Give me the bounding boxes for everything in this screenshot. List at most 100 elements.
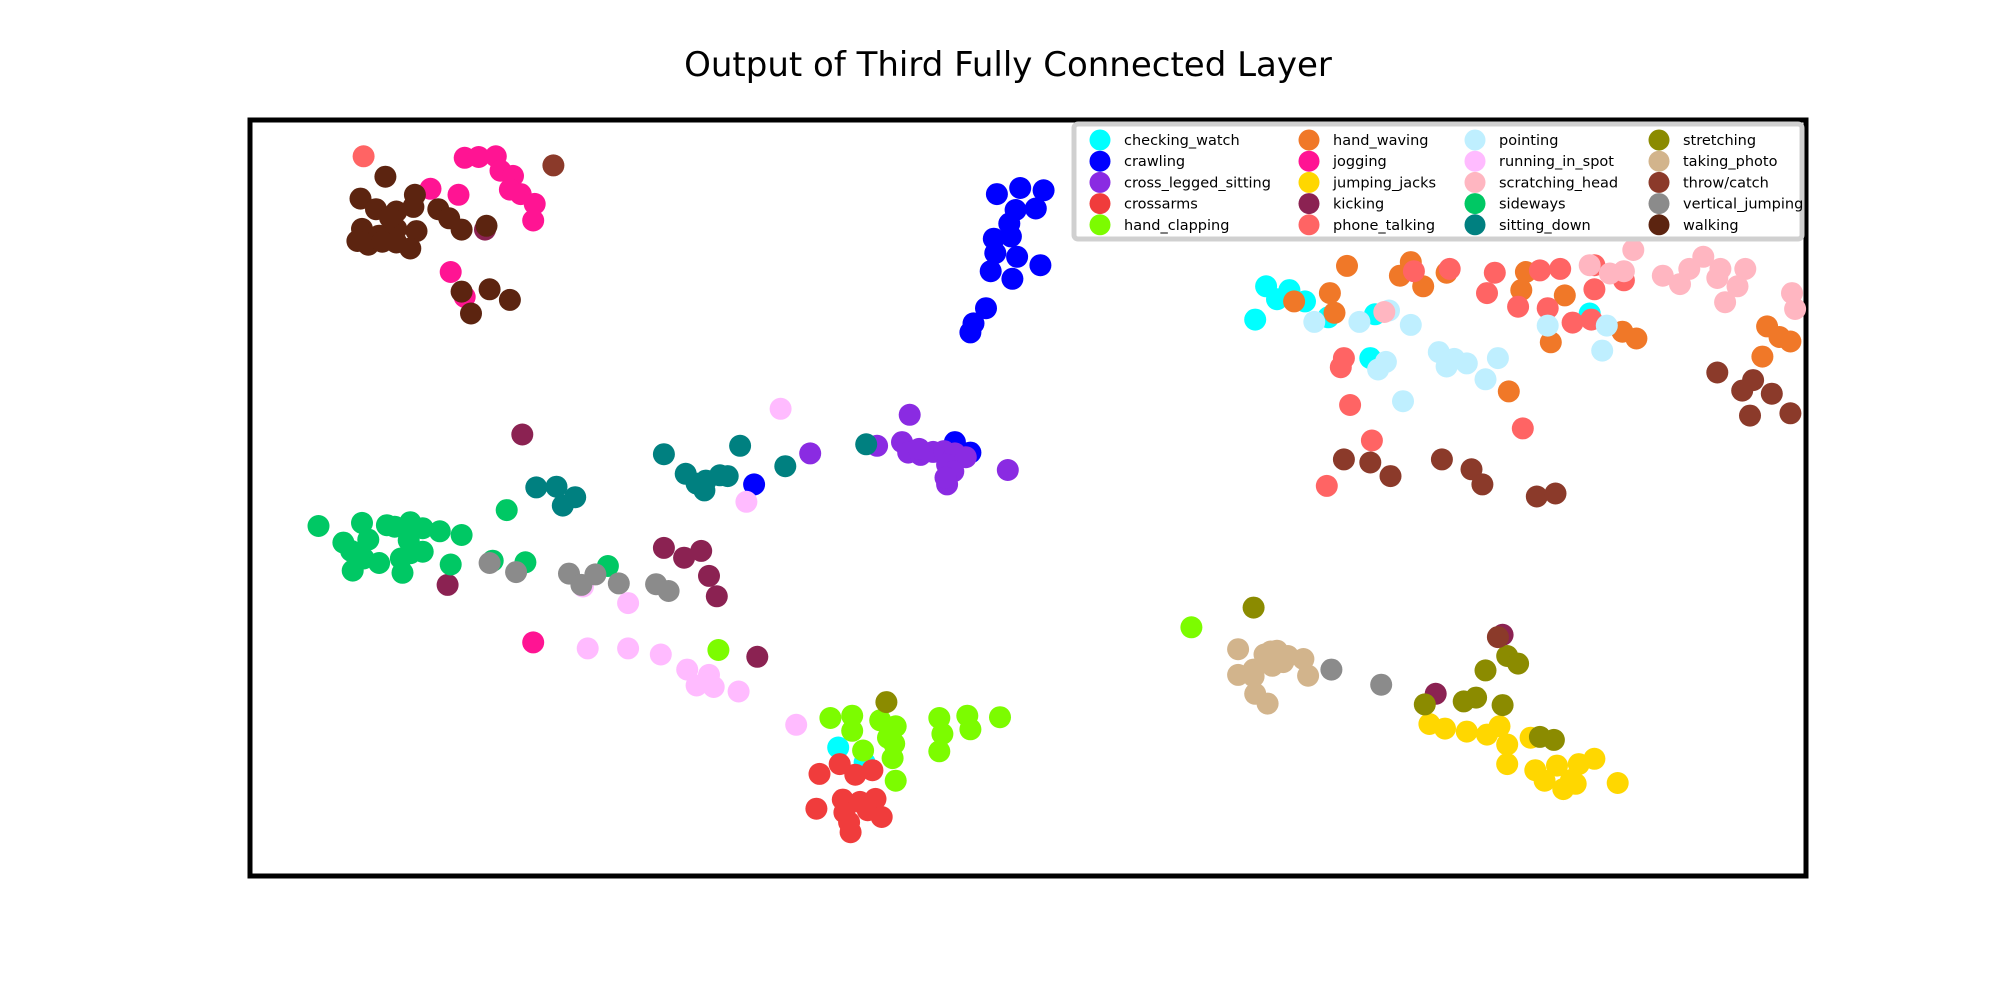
data-point [1460, 458, 1483, 481]
data-point [649, 643, 672, 666]
data-point [1510, 279, 1533, 302]
data-point [1455, 720, 1478, 743]
legend-item: jogging [1298, 150, 1387, 172]
series-phone-talking [352, 145, 1635, 497]
legend-marker [1648, 171, 1670, 193]
legend-item: jumping_jacks [1298, 171, 1436, 193]
data-point [1438, 257, 1461, 280]
data-point [657, 580, 680, 602]
data-point [617, 637, 640, 660]
legend-label: walking [1683, 218, 1739, 234]
data-point [399, 237, 422, 260]
data-point [1507, 652, 1530, 675]
legend-label: hand_clapping [1124, 218, 1229, 234]
series-walking [346, 165, 521, 325]
data-point [1779, 330, 1802, 353]
legend: checking_watch crawling cross_legged_sitti… [1071, 121, 1805, 242]
data-point [881, 747, 904, 770]
data-point [698, 564, 720, 587]
data-point [1242, 596, 1265, 619]
data-point [844, 763, 867, 786]
data-point [673, 546, 696, 569]
legend-item: taking_photo [1648, 150, 1778, 172]
legend-item: stretching [1648, 129, 1756, 151]
data-point [1399, 313, 1422, 336]
data-point [727, 680, 750, 703]
data-point [478, 552, 501, 574]
legend-marker [1464, 129, 1486, 151]
data-point [467, 146, 490, 168]
data-point [522, 209, 545, 232]
data-point [495, 499, 518, 522]
legend-marker [1464, 214, 1486, 236]
data-point [870, 806, 893, 828]
data-point [1318, 282, 1341, 305]
legend-marker [1464, 150, 1486, 172]
data-point [1606, 772, 1629, 794]
data-point [405, 220, 428, 243]
data-point [1595, 314, 1618, 337]
data-point [1266, 639, 1288, 662]
data-point [1227, 638, 1250, 661]
chart-title: Output of Third Fully Connected Layer [684, 45, 1332, 85]
data-point [1734, 257, 1757, 280]
data-point [1024, 197, 1047, 220]
data-point [1709, 257, 1732, 280]
data-point [475, 214, 498, 237]
legend-label: throw/catch [1683, 175, 1769, 191]
data-point [716, 465, 739, 488]
data-point [805, 797, 828, 820]
data-point [1329, 356, 1352, 379]
data-point [884, 769, 907, 792]
data-point [1536, 314, 1559, 337]
data-point [498, 288, 521, 311]
data-point [564, 486, 587, 509]
legend-label: phone_talking [1333, 218, 1435, 234]
data-point [774, 455, 797, 478]
data-point [1525, 485, 1548, 508]
legend-label: cross_legged_sitting [1124, 175, 1271, 191]
data-point [428, 520, 451, 543]
legend-marker [1298, 129, 1320, 151]
data-point [1528, 725, 1551, 748]
data-point [841, 719, 864, 742]
data-point [676, 658, 699, 681]
data-point [875, 691, 898, 714]
data-point [1560, 769, 1582, 791]
data-point [399, 542, 422, 565]
data-point [1303, 310, 1326, 333]
series-jogging [419, 145, 546, 654]
legend-item: pointing [1464, 129, 1558, 151]
data-point [1539, 331, 1562, 354]
series-crossarms [805, 753, 893, 844]
data-point [1256, 692, 1279, 715]
data-point [1320, 658, 1343, 681]
data-point [928, 740, 951, 763]
data-point [391, 561, 414, 584]
data-point [1339, 394, 1362, 416]
legend-label: crawling [1124, 154, 1185, 170]
data-point [999, 225, 1022, 248]
data-point [436, 573, 459, 596]
legend-marker [1089, 129, 1111, 151]
data-point [450, 280, 473, 303]
data-point [460, 302, 482, 325]
data-point [450, 524, 473, 546]
legend-item: vertical_jumping [1648, 193, 1803, 215]
data-point [439, 553, 462, 576]
data-point [1578, 254, 1601, 277]
data-point [511, 423, 534, 446]
data-point [1739, 404, 1761, 427]
data-point [307, 515, 330, 537]
data-point [1292, 648, 1315, 670]
data-point [341, 559, 364, 582]
data-point [1430, 448, 1453, 471]
data-point [1784, 298, 1807, 320]
data-point [959, 718, 982, 741]
data-point [799, 442, 822, 465]
legend-label: sitting_down [1499, 218, 1591, 234]
series-scratching-head [1373, 239, 1807, 323]
data-point [1779, 402, 1802, 425]
series-hand-clapping [707, 616, 1203, 792]
